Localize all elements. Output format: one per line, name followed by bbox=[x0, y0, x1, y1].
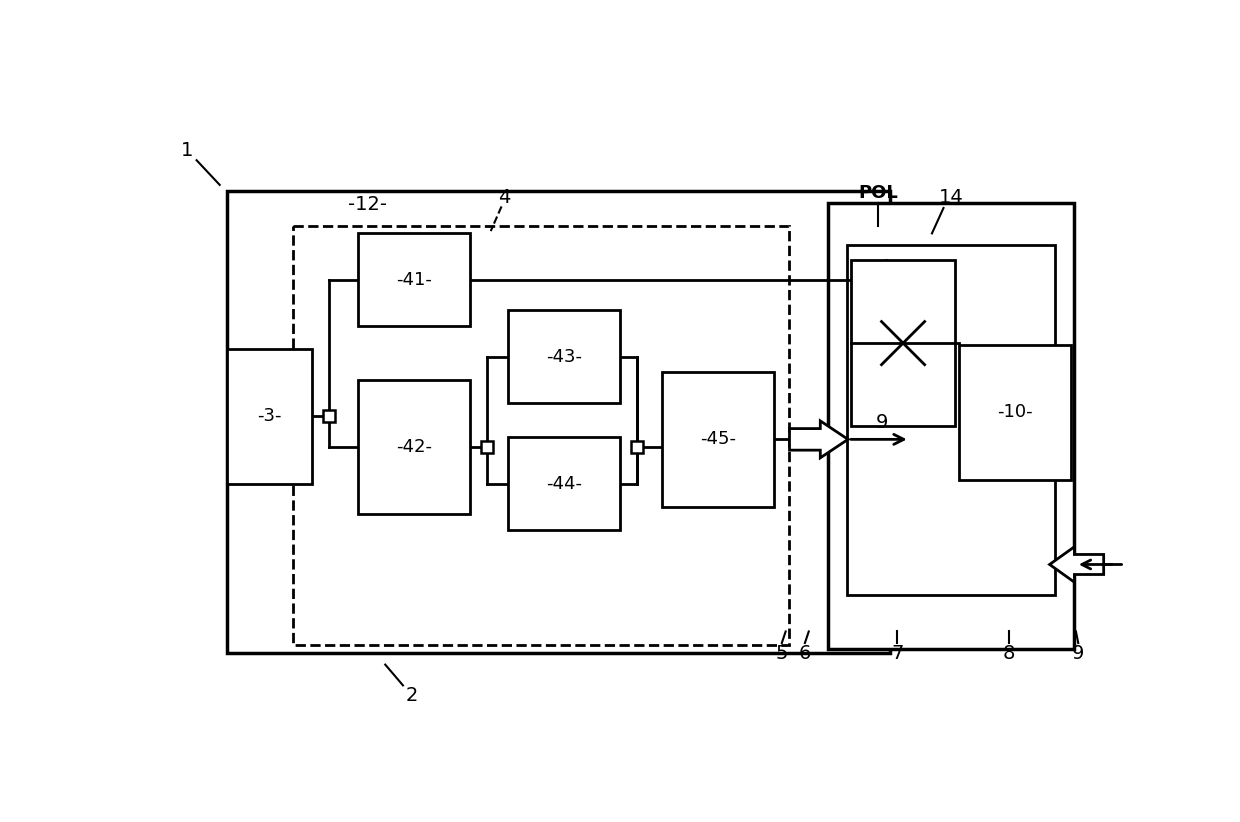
Text: 4: 4 bbox=[498, 187, 511, 206]
Bar bbox=[508, 311, 620, 403]
Text: -12-: -12- bbox=[348, 196, 387, 215]
Text: 9: 9 bbox=[1073, 644, 1085, 663]
Text: 1: 1 bbox=[181, 141, 193, 160]
Text: 5: 5 bbox=[775, 644, 789, 663]
Polygon shape bbox=[790, 421, 848, 458]
Text: 2: 2 bbox=[405, 686, 418, 705]
Text: -43-: -43- bbox=[547, 348, 583, 366]
Bar bbox=[227, 191, 889, 653]
Bar bbox=[662, 372, 774, 506]
Bar bbox=[847, 245, 1055, 595]
Bar bbox=[851, 261, 955, 426]
Text: -10-: -10- bbox=[997, 404, 1033, 422]
Bar bbox=[828, 202, 1074, 649]
Text: 7: 7 bbox=[892, 644, 904, 663]
Bar bbox=[293, 226, 790, 645]
Bar bbox=[481, 441, 494, 453]
Text: -45-: -45- bbox=[701, 431, 737, 448]
Bar bbox=[322, 410, 335, 423]
Bar bbox=[358, 233, 470, 326]
Bar bbox=[959, 345, 1070, 480]
Text: 6: 6 bbox=[799, 644, 811, 663]
Bar bbox=[358, 380, 470, 515]
Polygon shape bbox=[1049, 547, 1104, 582]
Bar bbox=[631, 441, 644, 453]
Text: 9: 9 bbox=[875, 413, 888, 432]
Text: -41-: -41- bbox=[397, 270, 432, 289]
Text: 14: 14 bbox=[939, 187, 963, 206]
Text: -42-: -42- bbox=[396, 438, 432, 456]
Text: POL: POL bbox=[858, 183, 898, 201]
Bar bbox=[508, 437, 620, 530]
Bar bbox=[227, 349, 312, 483]
Text: -3-: -3- bbox=[258, 407, 281, 425]
Text: -44-: -44- bbox=[547, 474, 583, 492]
Text: 8: 8 bbox=[1003, 644, 1016, 663]
